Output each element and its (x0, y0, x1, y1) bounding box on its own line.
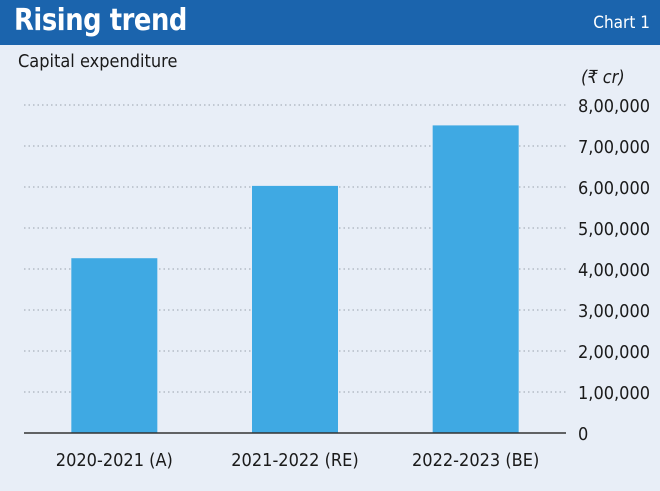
y-tick-label: 6,00,000 (578, 178, 650, 199)
y-tick-label: 4,00,000 (578, 260, 650, 281)
bar (432, 125, 519, 433)
y-tick-label: 7,00,000 (578, 137, 650, 158)
y-tick-label: 3,00,000 (578, 301, 650, 322)
x-tick-label: 2020-2021 (A) (56, 450, 173, 471)
chart-number-label: Chart 1 (593, 13, 650, 33)
y-tick-label: 5,00,000 (578, 219, 650, 240)
unit-label: (₹ cr) (581, 67, 625, 88)
bar (71, 258, 158, 433)
bar (252, 185, 338, 433)
y-tick-label: 2,00,000 (578, 342, 650, 363)
y-tick-label: 1,00,000 (578, 383, 650, 404)
chart-subtitle: Capital expenditure (18, 51, 178, 72)
y-tick-label: 0 (578, 424, 588, 445)
x-tick-label: 2022-2023 (BE) (412, 450, 539, 471)
header-bar: Rising trend Chart 1 (0, 0, 660, 45)
chart-title: Rising trend (14, 3, 187, 38)
x-tick-label: 2021-2022 (RE) (231, 450, 358, 471)
y-tick-label: 8,00,000 (578, 96, 650, 117)
